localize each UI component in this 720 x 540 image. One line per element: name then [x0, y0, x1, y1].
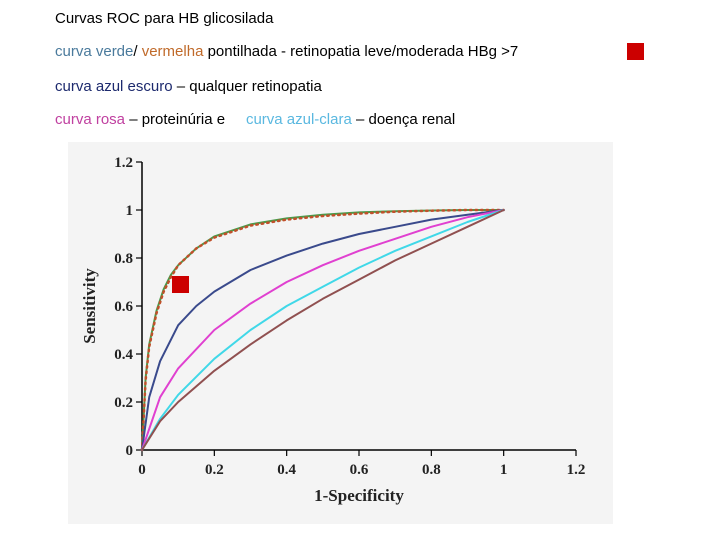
x-axis-label: 1-Specificity — [314, 486, 404, 505]
series-line-5 — [141, 209, 505, 451]
legend-line-qualquer-retinopatia: curva azul escuro – qualquer retinopatia — [55, 78, 322, 95]
title-line: Curvas ROC para HB glicosilada — [55, 10, 274, 27]
y-tick-label: 0.8 — [114, 251, 133, 267]
line2-description: – qualquer retinopatia — [172, 78, 322, 95]
x-tick-label: 0.2 — [205, 462, 224, 478]
red-square-marker-chart — [172, 276, 189, 293]
red-curve-label: vermelha — [141, 43, 204, 60]
y-tick-label: 0.4 — [114, 347, 133, 363]
y-tick-label: 0 — [126, 443, 134, 459]
y-tick-label: 0.2 — [114, 395, 133, 411]
x-tick-label: 0 — [138, 462, 146, 478]
x-tick-label: 0.6 — [350, 462, 369, 478]
legend-line-retinopatia-leve: curva verde/ vermelha pontilhada - retin… — [55, 43, 518, 60]
series-line-2 — [141, 209, 505, 451]
y-axis-label: Sensitivity — [80, 268, 99, 344]
y-tick-label: 1.2 — [114, 155, 133, 171]
chart-background — [68, 142, 613, 524]
chart-series — [140, 208, 505, 452]
y-tick-label: 0.6 — [114, 299, 133, 315]
chart-labels: 0 0.2 0.4 0.6 0.8 1 1.2 0 0.2 0.4 0.6 0.8 1 1.2 1-Spec… — [80, 155, 585, 505]
roc-chart: 0 0.2 0.4 0.6 0.8 1 1.2 0 0.2 0.4 0.6 0.8 1 1.2 1-Spec… — [68, 142, 613, 524]
series-line-1 — [140, 208, 505, 452]
chart-axes — [136, 161, 577, 456]
x-tick-label: 0.4 — [277, 462, 296, 478]
blue-curve-label: curva azul escuro — [55, 78, 173, 95]
red-square-marker — [627, 43, 644, 60]
x-tick-label: 0.8 — [422, 462, 441, 478]
series-line-3 — [141, 209, 505, 451]
line3-description-1: – proteinúria e — [125, 111, 246, 128]
cyan-curve-label: curva azul-clara — [245, 111, 352, 128]
line1-description: pontilhada - retinopatia leve/moderada H… — [203, 43, 519, 60]
line3-description-2: – doença renal — [351, 111, 456, 128]
pink-curve-label: curva rosa — [55, 111, 126, 128]
legend-line-renal: curva rosa – proteinúria e curva azul-cl… — [55, 111, 455, 128]
green-curve-label: curva verde — [55, 43, 134, 60]
y-tick-label: 1 — [126, 203, 134, 219]
separator-text: / — [133, 43, 142, 60]
x-tick-label: 1.2 — [567, 462, 586, 478]
x-tick-label: 1 — [500, 462, 508, 478]
series-line-4 — [141, 209, 505, 451]
